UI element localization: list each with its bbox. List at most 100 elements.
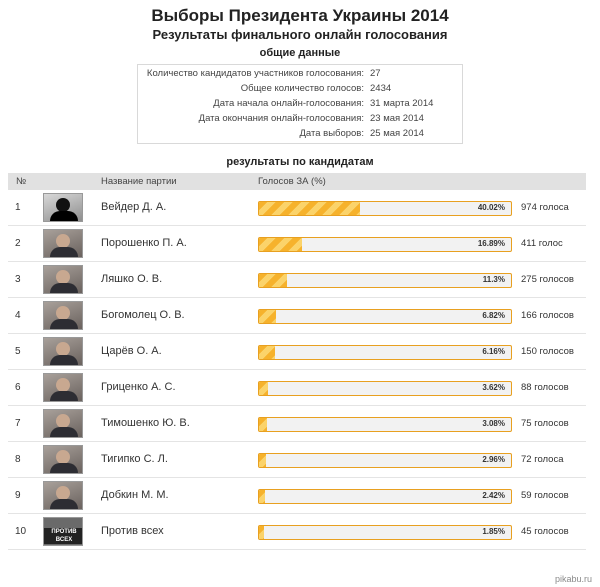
candidate-photo (43, 301, 83, 330)
candidate-photo (43, 265, 83, 294)
vote-count: 59 голосов (521, 490, 569, 501)
summary-panel: Количество кандидатов участников голосов… (137, 64, 463, 144)
row-number: 9 (15, 490, 21, 501)
candidate-photo (43, 229, 83, 258)
row-number: 3 (15, 274, 21, 285)
table-row: 1 Вейдер Д. А. 40.02% 974 голоса (8, 190, 586, 226)
vote-progress-bar: 2.42% (258, 489, 512, 504)
candidate-name: Гриценко А. С. (101, 381, 176, 393)
table-row: 4 Богомолец О. В. 6.82% 166 голосов (8, 298, 586, 334)
vote-count: 150 голосов (521, 346, 574, 357)
summary-value: 23 мая 2014 (370, 113, 424, 124)
vote-percent: 2.96% (482, 455, 505, 464)
summary-label: Дата окончания онлайн-голосования: (198, 113, 364, 124)
table-row: 5 Царёв О. А. 6.16% 150 голосов (8, 334, 586, 370)
row-number: 8 (15, 454, 21, 465)
column-header-num: № (16, 176, 27, 187)
vote-percent: 2.42% (482, 491, 505, 500)
vote-count: 275 голосов (521, 274, 574, 285)
candidate-name: Царёв О. А. (101, 345, 162, 357)
vote-progress-fill (259, 202, 360, 215)
photo-caption: ПРОТИВ ВСЕХ (44, 528, 82, 544)
vote-count: 45 голосов (521, 526, 569, 537)
column-header-votes: Голосов ЗА (%) (258, 176, 326, 187)
row-number: 6 (15, 382, 21, 393)
page-subtitle: Результаты финального онлайн голосования (152, 27, 448, 42)
summary-value: 2434 (370, 83, 392, 94)
row-number: 5 (15, 346, 21, 357)
vote-percent: 6.82% (482, 311, 505, 320)
row-number: 2 (15, 238, 21, 249)
candidate-photo (43, 481, 83, 510)
row-number: 4 (15, 310, 21, 321)
results-table-header: № Название партии Голосов ЗА (%) (8, 173, 586, 190)
page-title: Выборы Президента Украины 2014 (151, 6, 449, 25)
summary-label: Дата начала онлайн-голосования: (213, 98, 364, 109)
watermark: pikabu.ru (554, 574, 592, 584)
vote-progress-bar: 6.16% (258, 345, 512, 360)
vote-progress-fill (259, 310, 277, 323)
summary-row: Дата окончания онлайн-голосования: 23 ма… (138, 113, 464, 128)
vote-progress-fill (259, 238, 302, 251)
summary-row: Количество кандидатов участников голосов… (138, 68, 464, 83)
column-header-party: Название партии (101, 176, 177, 187)
summary-row: Дата выборов: 25 мая 2014 (138, 128, 464, 143)
candidate-name: Ляшко О. В. (101, 273, 163, 285)
vote-percent: 3.62% (482, 383, 505, 392)
vote-progress-fill (259, 454, 267, 467)
table-row: 3 Ляшко О. В. 11.3% 275 голосов (8, 262, 586, 298)
vote-progress-bar: 40.02% (258, 201, 512, 216)
vote-progress-fill (259, 346, 275, 359)
candidate-name: Вейдер Д. А. (101, 201, 167, 213)
summary-row: Дата начала онлайн-голосования: 31 марта… (138, 98, 464, 113)
table-row: 9 Добкин М. М. 2.42% 59 голосов (8, 478, 586, 514)
vote-percent: 11.3% (482, 275, 505, 284)
candidate-photo (43, 337, 83, 366)
vote-progress-bar: 6.82% (258, 309, 512, 324)
candidate-name: Добкин М. М. (101, 489, 169, 501)
against-all-photo: ПРОТИВ ВСЕХ (43, 517, 83, 546)
vote-count: 411 голос (521, 238, 563, 249)
vote-progress-bar: 3.62% (258, 381, 512, 396)
vote-count: 166 голосов (521, 310, 574, 321)
table-row: 6 Гриценко А. С. 3.62% 88 голосов (8, 370, 586, 406)
vote-percent: 40.02% (477, 203, 505, 212)
candidate-name: Богомолец О. В. (101, 309, 185, 321)
vote-progress-fill (259, 418, 267, 431)
vote-progress-fill (259, 274, 288, 287)
summary-value: 27 (370, 68, 381, 79)
candidate-name: Тигипко С. Л. (101, 453, 168, 465)
candidate-name: Порошенко П. А. (101, 237, 187, 249)
row-number: 7 (15, 418, 21, 429)
vote-count: 75 голосов (521, 418, 569, 429)
table-row: 10 ПРОТИВ ВСЕХ Против всех 1.85% 45 голосов (8, 514, 586, 550)
vote-progress-fill (259, 490, 266, 503)
candidate-name: Тимошенко Ю. В. (101, 417, 190, 429)
vote-progress-fill (259, 526, 264, 539)
vote-percent: 1.85% (482, 527, 505, 536)
summary-row: Общее количество голосов: 2434 (138, 83, 464, 98)
summary-value: 31 марта 2014 (370, 98, 434, 109)
candidate-photo (43, 373, 83, 402)
vote-count: 72 голоса (521, 454, 564, 465)
row-number: 1 (15, 202, 21, 213)
vote-percent: 16.89% (477, 239, 505, 248)
results-heading: результаты по кандидатам (226, 156, 374, 168)
vote-progress-fill (259, 382, 269, 395)
summary-value: 25 мая 2014 (370, 128, 424, 139)
vote-count: 88 голосов (521, 382, 569, 393)
summary-label: Дата выборов: (299, 128, 364, 139)
table-row: 8 Тигипко С. Л. 2.96% 72 голоса (8, 442, 586, 478)
vote-percent: 6.16% (482, 347, 505, 356)
vote-progress-bar: 11.3% (258, 273, 512, 288)
row-number: 10 (15, 526, 27, 537)
table-row: 7 Тимошенко Ю. В. 3.08% 75 голосов (8, 406, 586, 442)
vote-progress-bar: 16.89% (258, 237, 512, 252)
candidate-photo (43, 445, 83, 474)
vote-progress-bar: 3.08% (258, 417, 512, 432)
summary-label: Общее количество голосов: (240, 83, 364, 94)
summary-heading: общие данные (259, 47, 341, 59)
candidate-name: Против всех (101, 525, 164, 537)
vote-percent: 3.08% (482, 419, 505, 428)
vader-photo (43, 193, 83, 222)
